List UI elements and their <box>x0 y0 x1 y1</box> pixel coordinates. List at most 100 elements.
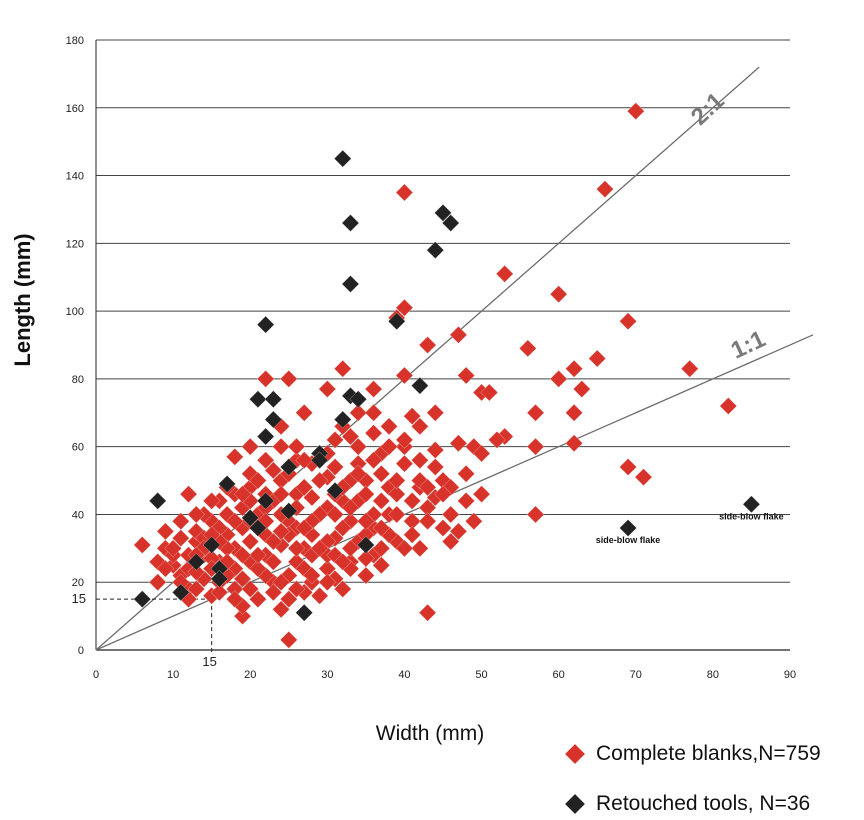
point-complete-blank <box>333 552 352 571</box>
point-complete-blank <box>287 580 306 598</box>
point-complete-blank <box>171 512 190 531</box>
point-complete-blank <box>403 491 422 510</box>
ratio-label: 2:1 <box>686 87 730 130</box>
x-tick-label: 60 <box>553 669 565 681</box>
point-complete-blank <box>572 380 591 398</box>
point-retouched-tool <box>341 214 360 232</box>
point-complete-blank <box>318 380 337 398</box>
point-retouched-tool <box>279 502 298 520</box>
data-points <box>133 102 761 649</box>
y-tick-label: 80 <box>72 374 84 386</box>
point-retouched-tool <box>742 495 761 514</box>
point-complete-blank <box>372 556 391 575</box>
point-complete-blank <box>549 285 568 304</box>
point-complete-blank <box>449 522 468 541</box>
point-complete-blank <box>241 532 260 551</box>
point-retouched-tool <box>441 214 460 232</box>
point-retouched-tool <box>619 519 637 537</box>
point-retouched-tool <box>434 203 452 222</box>
point-complete-blank <box>380 437 398 456</box>
point-complete-blank <box>588 349 607 368</box>
point-complete-blank <box>233 607 252 626</box>
point-complete-blank <box>233 546 252 565</box>
point-complete-blank <box>341 427 360 446</box>
point-complete-blank <box>395 454 414 473</box>
point-retouched-tool <box>356 536 375 554</box>
point-complete-blank <box>387 485 406 504</box>
point-retouched-tool <box>387 312 406 331</box>
point-retouched-tool <box>241 508 260 527</box>
point-complete-blank <box>619 312 637 331</box>
point-complete-blank <box>449 325 468 344</box>
point-complete-blank <box>279 590 298 609</box>
point-complete-blank <box>272 600 290 619</box>
point-complete-blank <box>480 383 499 402</box>
point-complete-blank <box>364 424 383 443</box>
point-retouched-tool <box>256 427 275 446</box>
point-complete-blank <box>549 369 568 388</box>
point-complete-blank <box>364 403 383 422</box>
point-complete-blank <box>418 478 437 497</box>
point-retouched-tool <box>218 475 237 493</box>
y-tick-label: 160 <box>66 103 84 115</box>
point-complete-blank <box>356 566 375 585</box>
point-complete-blank <box>233 485 252 504</box>
point-complete-blank <box>272 522 290 541</box>
point-complete-blank <box>349 437 368 456</box>
point-complete-blank <box>264 532 283 551</box>
point-complete-blank <box>241 437 260 456</box>
point-complete-blank <box>426 403 445 422</box>
point-complete-blank <box>148 573 167 592</box>
point-complete-blank <box>187 505 206 524</box>
x-tick-label: 10 <box>167 669 179 681</box>
point-complete-blank <box>233 569 252 588</box>
point-complete-blank <box>264 552 283 571</box>
point-complete-blank <box>241 580 260 598</box>
point-complete-blank <box>565 359 584 378</box>
point-retouched-tool <box>264 410 283 429</box>
point-complete-blank <box>164 539 183 558</box>
point-complete-blank <box>333 580 352 598</box>
point-complete-blank <box>202 491 221 510</box>
annotation-label: side-blow flake <box>719 511 784 521</box>
point-complete-blank <box>526 403 545 422</box>
point-complete-blank <box>249 546 267 565</box>
x-tick-label: 90 <box>784 669 796 681</box>
point-complete-blank <box>418 603 437 622</box>
point-complete-blank <box>318 573 337 592</box>
x-axis-label: Width (mm) <box>376 722 485 745</box>
point-complete-blank <box>326 458 344 476</box>
point-complete-blank <box>426 458 445 476</box>
annotation-label: side-blow flake <box>596 535 661 545</box>
point-complete-blank <box>318 498 337 517</box>
point-complete-blank <box>225 512 244 531</box>
y-tick-label: 180 <box>66 35 84 47</box>
y-tick-label: 100 <box>66 306 84 318</box>
point-complete-blank <box>434 485 452 504</box>
point-complete-blank <box>264 461 283 480</box>
point-complete-blank <box>364 451 383 470</box>
point-complete-blank <box>395 366 414 385</box>
point-complete-blank <box>395 183 414 202</box>
point-retouched-tool <box>256 491 275 510</box>
point-complete-blank <box>287 539 306 558</box>
point-complete-blank <box>326 430 344 449</box>
y-axis-label: Length (mm) <box>10 233 35 366</box>
point-complete-blank <box>272 573 290 592</box>
point-complete-blank <box>333 519 352 537</box>
point-complete-blank <box>272 437 290 456</box>
point-complete-blank <box>403 407 422 426</box>
point-complete-blank <box>488 430 506 449</box>
ratio-line-1-1 <box>95 334 814 651</box>
point-complete-blank <box>719 397 738 415</box>
point-complete-blank <box>341 539 360 558</box>
point-complete-blank <box>249 471 267 490</box>
point-complete-blank <box>434 519 452 537</box>
point-complete-blank <box>372 464 391 483</box>
point-complete-blank <box>264 583 283 602</box>
point-complete-blank <box>680 359 699 378</box>
point-retouched-tool <box>210 569 229 588</box>
point-retouched-tool <box>326 481 344 500</box>
x-tick-label: 30 <box>321 669 333 681</box>
